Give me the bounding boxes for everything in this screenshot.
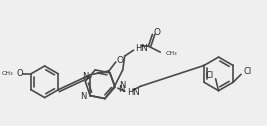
Text: N: N bbox=[82, 72, 88, 81]
Text: N: N bbox=[119, 81, 125, 90]
Text: Cl: Cl bbox=[206, 71, 214, 80]
Text: O: O bbox=[17, 69, 23, 78]
Text: HN: HN bbox=[136, 44, 148, 53]
Text: N: N bbox=[80, 92, 86, 101]
Text: O: O bbox=[154, 28, 161, 37]
Text: N: N bbox=[118, 85, 124, 94]
Text: O: O bbox=[116, 56, 123, 65]
Text: Cl: Cl bbox=[244, 67, 252, 76]
Text: CH₃: CH₃ bbox=[165, 51, 177, 56]
Text: CH₃: CH₃ bbox=[2, 71, 13, 76]
Text: HN: HN bbox=[127, 88, 140, 97]
